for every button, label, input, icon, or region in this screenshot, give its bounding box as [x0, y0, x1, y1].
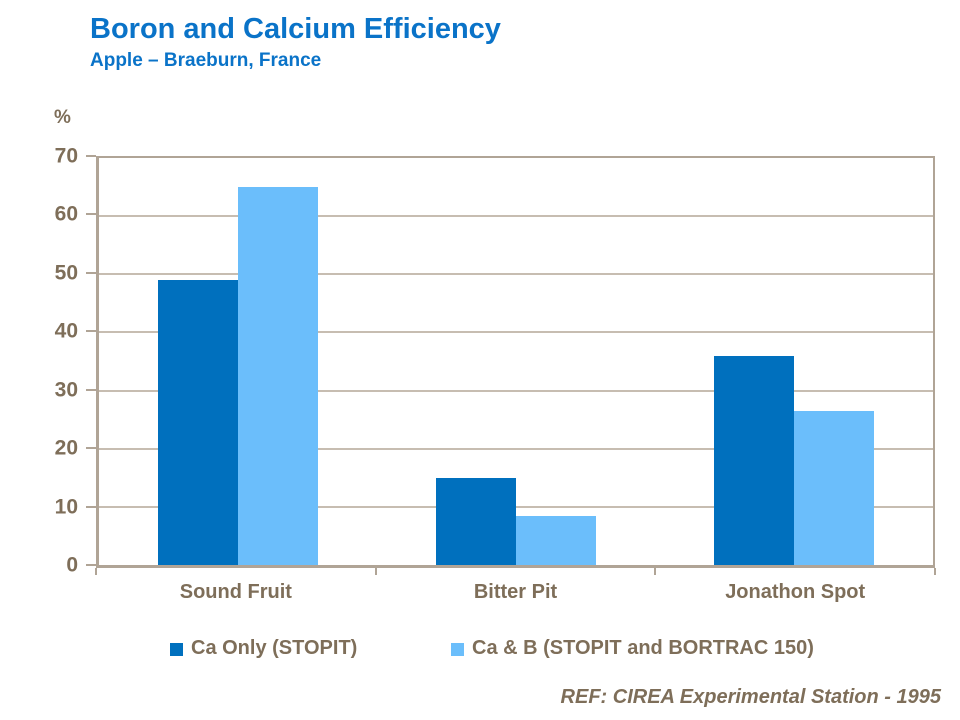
y-tick-mark-60: [86, 213, 96, 216]
y-axis-unit-label: %: [54, 107, 71, 128]
x-tick-mark-2: [654, 568, 657, 575]
y-tick-label-0: 0: [66, 553, 78, 577]
x-axis-tick-marks: [95, 568, 936, 575]
bar-bitter-pit-ca-b-stopit-and-bortrac-150: [516, 515, 596, 565]
bar-jonathon-spot-ca-only-stopit: [714, 355, 794, 565]
bar-sound-fruit-ca-only-stopit: [158, 280, 238, 565]
gridline-60: [99, 215, 933, 218]
bar-jonathon-spot-ca-b-stopit-and-bortrac-150: [794, 410, 874, 565]
reference-note: REF: CIREA Experimental Station - 1995: [560, 686, 941, 708]
chart-subtitle: Apple – Braeburn, France: [90, 50, 322, 71]
legend-swatch-ca-only: [170, 643, 183, 656]
legend-item-ca-only: Ca Only (STOPIT): [170, 637, 357, 660]
chart-title: Boron and Calcium Efficiency: [90, 13, 501, 45]
y-tick-mark-50: [86, 271, 96, 274]
y-tick-mark-30: [86, 388, 96, 391]
plot-area: [96, 156, 935, 568]
bar-group-sound-fruit: [99, 158, 377, 565]
y-tick-label-40: 40: [54, 319, 78, 343]
x-axis-category-labels: Sound Fruit Bitter Pit Jonathon Spot: [96, 581, 935, 604]
x-category-label-sound-fruit: Sound Fruit: [179, 581, 292, 603]
bar-sound-fruit-ca-b-stopit-and-bortrac-150: [238, 187, 318, 565]
y-tick-mark-40: [86, 330, 96, 333]
y-tick-mark-20: [86, 447, 96, 450]
y-tick-label-10: 10: [54, 495, 78, 519]
x-category-label-jonathon-spot: Jonathon Spot: [725, 581, 866, 603]
y-tick-label-60: 60: [54, 202, 78, 226]
legend-label-ca-and-b: Ca & B (STOPIT and BORTRAC 150): [472, 637, 814, 659]
x-tick-mark-1: [374, 568, 377, 575]
gridline-10: [99, 505, 933, 508]
x-category-label-bitter-pit: Bitter Pit: [473, 581, 558, 603]
x-tick-mark-0: [95, 568, 97, 575]
x-tick-mark-3: [934, 568, 936, 575]
y-axis-tick-marks: [86, 155, 96, 566]
y-tick-mark-0: [86, 564, 96, 566]
bar-bitter-pit-ca-only-stopit: [436, 477, 516, 565]
y-tick-label-50: 50: [54, 261, 78, 285]
y-tick-mark-70: [86, 155, 96, 157]
legend-label-ca-only: Ca Only (STOPIT): [191, 637, 358, 659]
legend-swatch-ca-and-b: [451, 643, 464, 656]
y-tick-label-20: 20: [54, 436, 78, 460]
gridline-40: [99, 331, 933, 334]
bar-group-bitter-pit: [377, 158, 655, 565]
y-tick-mark-10: [86, 505, 96, 508]
y-tick-label-70: 70: [54, 144, 78, 168]
gridline-50: [99, 273, 933, 276]
gridline-30: [99, 389, 933, 392]
gridline-20: [99, 447, 933, 450]
bar-group-jonathon-spot: [655, 158, 933, 565]
y-tick-label-30: 30: [54, 378, 78, 402]
y-axis-tick-labels: 0 10 20 30 40 50 60 70: [20, 146, 78, 576]
legend-item-ca-and-b: Ca & B (STOPIT and BORTRAC 150): [451, 637, 814, 660]
